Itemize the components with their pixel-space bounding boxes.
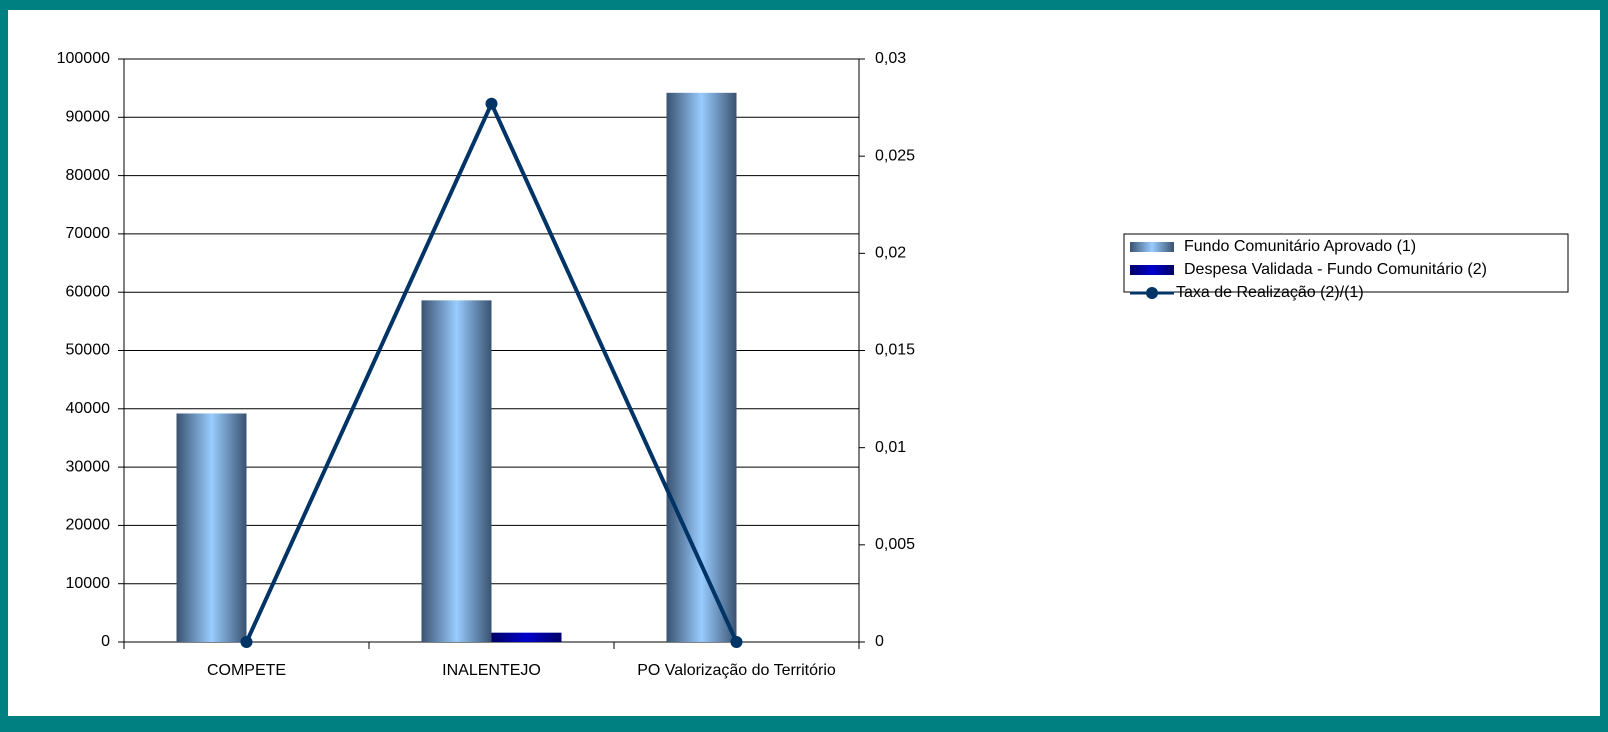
legend-swatch: [1130, 242, 1174, 252]
line-marker: [730, 636, 743, 648]
line-marker: [485, 97, 498, 110]
y-tick-label: 70000: [66, 225, 111, 242]
legend-label: Fundo Comunitário Aprovado (1): [1184, 238, 1416, 255]
x-tick-label: COMPETE: [207, 662, 286, 679]
y-tick-label: 60000: [66, 283, 111, 300]
y2-tick-label: 0,015: [875, 342, 915, 359]
y2-tick-label: 0: [875, 633, 884, 650]
y2-tick-label: 0,01: [875, 439, 906, 456]
legend-label: Despesa Validada - Fundo Comunitário (2): [1184, 261, 1487, 278]
legend-label: Taxa de Realização (2)/(1): [1176, 284, 1364, 301]
bar: [491, 632, 562, 642]
y2-tick-label: 0,025: [875, 147, 915, 164]
x-tick-label: PO Valorização do Território: [637, 662, 836, 679]
y-tick-label: 20000: [66, 517, 111, 534]
y2-tick-label: 0,03: [875, 50, 906, 67]
y-tick-label: 80000: [66, 167, 111, 184]
y-tick-label: 30000: [66, 458, 111, 475]
x-tick-label: INALENTEJO: [442, 662, 541, 679]
bar: [176, 413, 247, 642]
y2-tick-label: 0,02: [875, 245, 906, 262]
legend-swatch: [1146, 287, 1158, 299]
y2-tick-label: 0,005: [875, 536, 915, 553]
legend: [1123, 233, 1569, 293]
y-tick-label: 10000: [66, 575, 111, 592]
y-tick-label: 50000: [66, 342, 111, 359]
bar: [666, 92, 737, 642]
y-tick-label: 90000: [66, 109, 111, 126]
y-tick-label: 40000: [66, 400, 111, 417]
bar: [421, 300, 492, 642]
y-tick-label: 100000: [57, 50, 110, 67]
chart-background: [8, 10, 1600, 716]
legend-swatch: [1130, 265, 1174, 275]
line-marker: [240, 636, 253, 648]
y-tick-label: 0: [101, 633, 110, 650]
